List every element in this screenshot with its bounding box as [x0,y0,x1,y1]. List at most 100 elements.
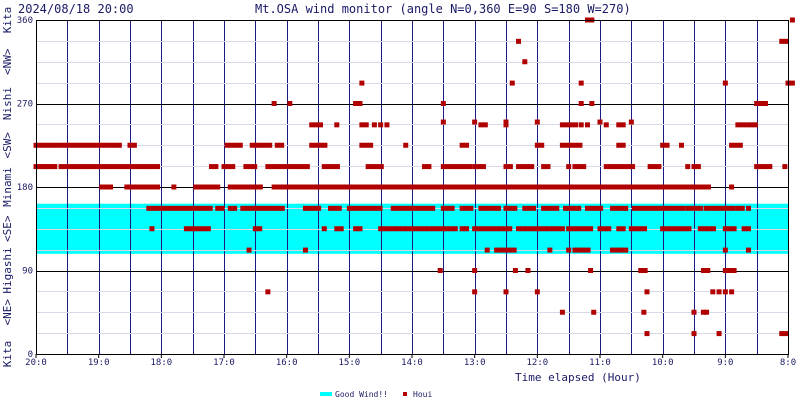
houi-point [440,101,446,106]
houi-point [469,184,475,190]
houi-point [309,142,315,148]
houi-point [656,164,662,170]
houi-point [578,122,584,128]
x-tick-label: 15:0 [338,358,360,368]
houi-point [616,122,622,128]
houi-point [37,142,43,148]
houi-point [394,184,400,190]
houi-point [304,164,310,170]
houi-point [473,184,479,190]
houi-point [426,226,432,232]
houi-point [551,226,557,232]
houi-point [583,184,589,190]
houi-point [675,184,681,190]
houi-point [249,205,255,211]
x-tick-label: 10:0 [652,358,674,368]
houi-point [437,268,443,273]
houi-point [683,184,689,190]
houi-point [98,164,104,170]
houi-point [645,205,651,211]
houi-point [359,80,365,86]
houi-point [576,164,582,170]
houi-point [208,164,214,170]
houi-point [573,122,579,128]
houi-point [52,164,58,170]
houi-point [201,226,207,232]
houi-point [426,164,432,170]
houi-point [452,226,458,232]
houi-point [623,247,629,253]
houi-point [378,164,384,170]
houi-point [334,226,340,232]
y-direction-label: <SW> [1,132,14,159]
houi-point [507,247,513,253]
houi-point [678,142,684,148]
houi-point [727,226,733,232]
houi-point [516,226,522,232]
houi-point [620,142,626,148]
houi-point [333,184,339,190]
houi-point [498,226,504,232]
legend: Good Wind!! Houi [320,390,432,399]
houi-point [447,184,453,190]
houi-point [662,184,668,190]
houi-point [127,142,133,148]
houi-point [534,142,540,148]
houi-point [525,268,531,273]
houi-point [559,309,565,315]
houi-point [90,142,96,148]
houi-point [359,205,365,211]
houi-point [564,142,570,148]
houi-point [371,122,377,128]
houi-point [119,164,125,170]
houi-point [494,247,500,253]
houi-point [512,205,518,211]
houi-point [628,119,634,125]
houi-point [103,184,109,190]
houi-point [236,184,242,190]
houi-point [569,184,575,190]
houi-point [668,226,674,232]
houi-point [332,205,338,211]
houi-point [576,205,582,211]
houi-point [722,268,728,273]
houi-point [284,184,290,190]
houi-point [589,101,595,106]
houi-point [403,184,409,190]
houi-point [306,184,312,190]
houi-point [62,164,68,170]
houi-point [386,226,392,232]
y-tick-label: 270 [17,100,33,110]
houi-point [702,226,708,232]
houi-point [635,184,641,190]
houi-point [559,142,565,148]
houi-point [68,142,74,148]
houi-point [416,184,422,190]
houi-point [181,205,187,211]
houi-point [522,59,528,65]
timestamp: 2024/08/18 20:00 [18,2,134,16]
houi-point [603,164,609,170]
houi-point [581,164,587,170]
houi-point [106,164,112,170]
houi-point [81,142,87,148]
houi-point [390,184,396,190]
y-tick-label: 90 [22,267,33,277]
houi-point [472,268,478,273]
houi-point [459,142,465,148]
houi-point [141,184,147,190]
houi-point [478,205,484,211]
houi-point [198,205,204,211]
houi-point [459,226,465,232]
houi-point [503,289,509,295]
houi-point [542,226,548,232]
houi-point [541,164,547,170]
houi-point [722,289,728,295]
houi-point [384,122,390,128]
houi-point [111,164,117,170]
houi-point [616,226,622,232]
houi-point [296,164,302,170]
houi-point [46,164,52,170]
houi-point [363,142,369,148]
houi-point [112,142,118,148]
